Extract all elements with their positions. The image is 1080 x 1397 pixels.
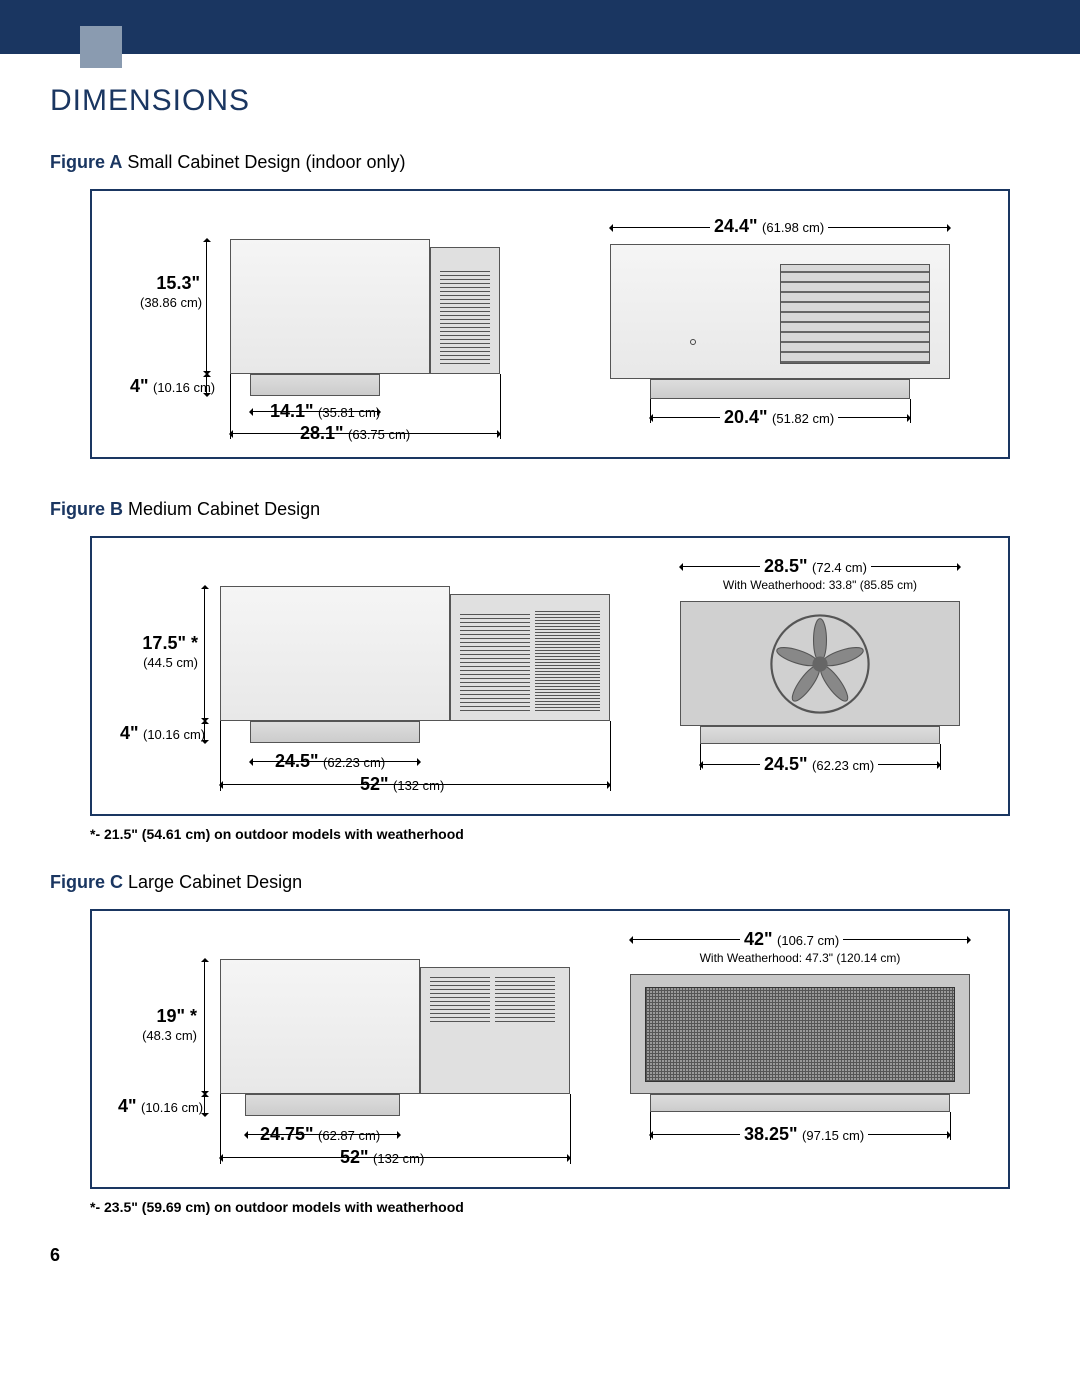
header-bar xyxy=(0,0,1080,54)
fig-a-right-diagram: 24.4" (61.98 cm) 20.4" (51.82 cm) xyxy=(570,219,990,439)
figure-b-text: Medium Cabinet Design xyxy=(128,499,320,519)
page-number: 6 xyxy=(50,1245,1030,1266)
figure-b-box: 17.5" * (44.5 cm) 4" (10.16 cm) 24.5" (6… xyxy=(90,536,1010,816)
header-square-light xyxy=(80,26,122,68)
fig-c-left-diagram: 19" * (48.3 cm) 4" (10.16 cm) 24.75" (62… xyxy=(110,929,590,1169)
figure-c-label: Figure C xyxy=(50,872,123,892)
figure-a-text: Small Cabinet Design (indoor only) xyxy=(127,152,405,172)
section-title: DIMENSIONS xyxy=(50,84,1030,118)
figure-c-text: Large Cabinet Design xyxy=(128,872,302,892)
figure-a-caption: Figure A Small Cabinet Design (indoor on… xyxy=(50,152,1030,173)
page-header xyxy=(0,0,1080,54)
fig-b-left-diagram: 17.5" * (44.5 cm) 4" (10.16 cm) 24.5" (6… xyxy=(110,556,630,796)
figure-c-footnote: *- 23.5" (59.69 cm) on outdoor models wi… xyxy=(90,1199,1030,1215)
figure-b-label: Figure B xyxy=(50,499,123,519)
fig-a-left-diagram: 15.3" (38.86 cm) 4" (10.16 cm) 14.1" (35… xyxy=(110,219,530,439)
figure-b-footnote: *- 21.5" (54.61 cm) on outdoor models wi… xyxy=(90,826,1030,842)
fig-b-right-diagram: 28.5" (72.4 cm) With Weatherhood: 33.8" … xyxy=(650,556,990,796)
figure-c-box: 19" * (48.3 cm) 4" (10.16 cm) 24.75" (62… xyxy=(90,909,1010,1189)
figure-b-caption: Figure B Medium Cabinet Design xyxy=(50,499,1030,520)
figure-a-box: 15.3" (38.86 cm) 4" (10.16 cm) 14.1" (35… xyxy=(90,189,1010,459)
fig-c-right-diagram: 42" (106.7 cm) With Weatherhood: 47.3" (… xyxy=(610,929,990,1169)
figure-a-label: Figure A xyxy=(50,152,122,172)
fan-icon xyxy=(720,610,920,718)
figure-c-caption: Figure C Large Cabinet Design xyxy=(50,872,1030,893)
